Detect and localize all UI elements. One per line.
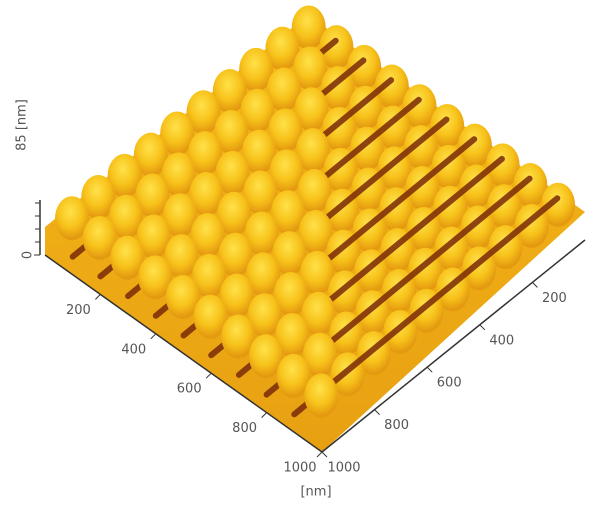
surface-bump xyxy=(217,191,251,236)
surface-bump xyxy=(136,214,171,259)
surface-bump xyxy=(55,196,89,241)
surface-bump xyxy=(192,253,227,298)
surface-bump xyxy=(163,193,197,238)
y-tick xyxy=(321,451,328,458)
surface-trench xyxy=(291,195,561,418)
x-tick-label: 800 xyxy=(232,421,257,436)
surface-bump xyxy=(266,67,301,112)
surface-bump xyxy=(193,294,228,339)
surface-bump xyxy=(347,44,382,89)
x-axis xyxy=(44,254,323,453)
surface-bump xyxy=(187,131,222,176)
x-axis-label: [nm] xyxy=(300,485,331,500)
surface-bump xyxy=(319,25,354,70)
surface-bump xyxy=(302,332,337,377)
axes: 0 200 400 600 800 1000 200 400 600 800 1000 xyxy=(21,200,586,476)
surface-bump xyxy=(164,234,199,279)
surface-bump xyxy=(247,293,282,338)
x-tick xyxy=(150,333,157,340)
z-axis-label: 85 [nm] xyxy=(15,99,30,151)
x-tick xyxy=(205,372,212,379)
surface-bump xyxy=(301,291,336,336)
surface-bump xyxy=(239,47,274,92)
y-tick-label: 1000 xyxy=(327,461,360,476)
surface-bump xyxy=(275,312,310,357)
surface-bump xyxy=(107,153,142,198)
surface-bump xyxy=(214,109,249,154)
surface-bump xyxy=(248,334,283,379)
surface-bump xyxy=(485,143,520,188)
surface-bump xyxy=(218,232,253,277)
surface-bump xyxy=(294,87,329,132)
surface-bump xyxy=(273,272,308,317)
surface-bump xyxy=(160,111,195,156)
y-tick-label: 200 xyxy=(542,291,567,306)
surface-bump xyxy=(82,215,117,260)
y-tick-label: 600 xyxy=(437,376,462,391)
surface-bump xyxy=(430,103,465,148)
x-tick-label: 1000 xyxy=(283,461,316,476)
surface-bump xyxy=(241,129,276,174)
surface-bump xyxy=(297,169,332,214)
surface-bump xyxy=(269,149,304,194)
surface-bump xyxy=(109,194,143,239)
surface-bump xyxy=(291,5,326,50)
x-tick-label: 400 xyxy=(121,342,146,357)
surface-bump xyxy=(133,132,168,177)
surface-bump xyxy=(189,172,224,217)
y-axis xyxy=(321,239,586,453)
surface-bump xyxy=(161,152,196,197)
surface-bump xyxy=(135,173,170,218)
surface-bump xyxy=(374,64,409,109)
surface xyxy=(45,5,585,452)
surface-bump xyxy=(110,235,145,280)
x-tick xyxy=(261,412,267,418)
surface-bump xyxy=(402,84,437,129)
surface-bump xyxy=(212,69,247,114)
surface-bump xyxy=(190,212,225,257)
surface-bump xyxy=(186,90,221,135)
surface-bump xyxy=(298,209,333,254)
surface-bump xyxy=(304,373,339,418)
x-tick xyxy=(95,294,101,300)
surface-bump xyxy=(541,182,575,227)
surface-bump xyxy=(513,163,548,208)
surface-bump xyxy=(272,231,307,276)
x-tick xyxy=(316,451,323,458)
y-tick xyxy=(374,409,380,415)
y-tick xyxy=(426,366,433,373)
surface-bump xyxy=(246,252,281,297)
surface-bump xyxy=(219,273,254,318)
surface-bump xyxy=(300,250,335,295)
surface-bump xyxy=(244,211,279,256)
surface-bump xyxy=(240,88,275,133)
surface-bump xyxy=(265,26,300,71)
surface-bump xyxy=(165,275,200,320)
y-tick-label: 800 xyxy=(384,418,409,433)
y-tick xyxy=(532,282,538,288)
surface-bump xyxy=(295,128,330,173)
surface-bump xyxy=(271,190,305,235)
surface-bump xyxy=(215,150,250,195)
surface-bump xyxy=(457,123,492,168)
surface-bump xyxy=(221,314,256,359)
surface-bump xyxy=(276,353,311,398)
surface-bump xyxy=(268,108,303,153)
x-tick-label: 200 xyxy=(66,303,91,318)
surface-bump xyxy=(138,255,173,300)
y-tick-label: 400 xyxy=(489,333,514,348)
surface-bump xyxy=(243,170,278,215)
x-tick-label: 600 xyxy=(177,382,202,397)
surface-bump xyxy=(81,175,116,220)
z-tick-label: 0 xyxy=(21,251,36,259)
y-tick xyxy=(479,324,486,331)
surface-bump xyxy=(293,46,328,91)
